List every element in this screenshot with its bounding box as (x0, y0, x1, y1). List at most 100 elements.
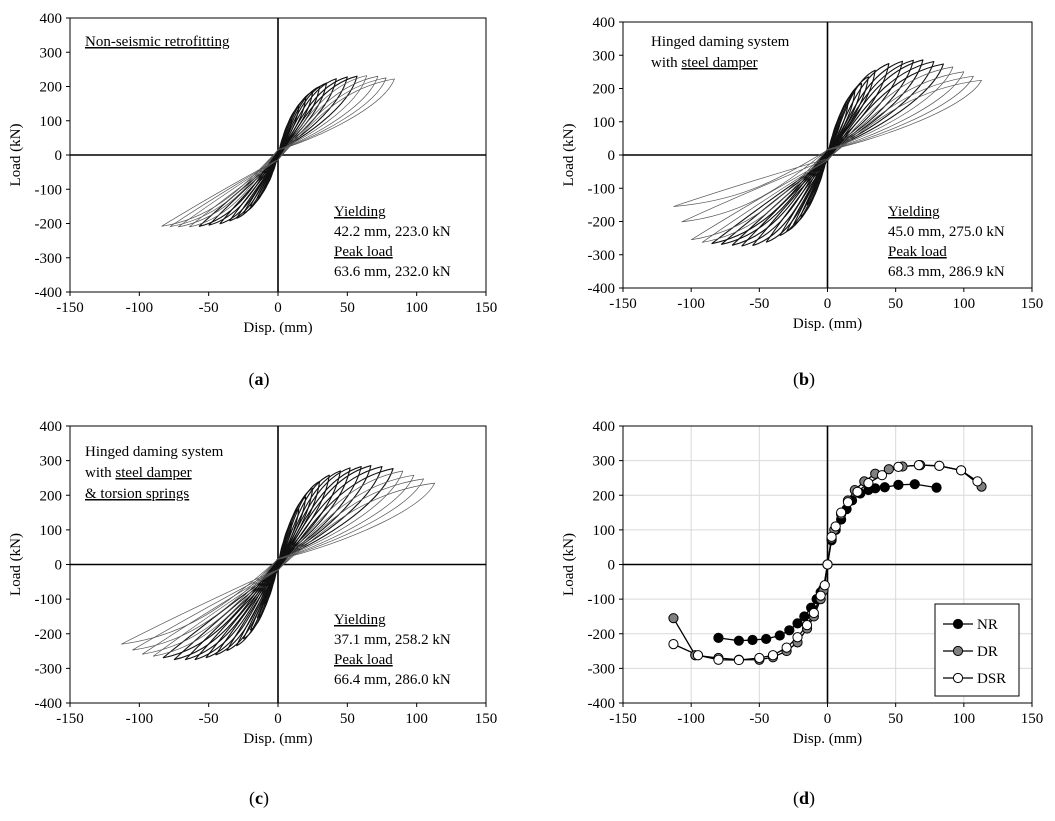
series-line-dr (826, 464, 982, 565)
panel-b-y-tick-label: -100 (588, 181, 616, 197)
panel-c-hysteresis-loop (184, 464, 372, 661)
series-point-dsr (808, 607, 819, 619)
panel-a-x-tick-label: 50 (340, 300, 355, 316)
panel-b-x-tick-label: -50 (749, 296, 769, 312)
legend-label-nr: NR (977, 617, 998, 633)
series-point-nr (799, 611, 810, 622)
panel-c-hysteresis-loop (152, 470, 404, 657)
panel-b-x-tick-label: -100 (677, 296, 705, 312)
panel-d-x-tick-label: 0 (824, 711, 832, 727)
legend-marker-nr (952, 618, 964, 630)
panel-a-y-tick-label: 0 (55, 148, 63, 164)
panel-b-y-tick-label: 100 (593, 115, 616, 131)
panel-b-hysteresis-loop (690, 71, 965, 241)
panel-b-hysteresis-loop (779, 69, 876, 237)
panel-a-yield-value: 42.2 mm, 223.0 kN (334, 224, 451, 240)
panel-b-title-line2: with steel damper (651, 55, 758, 71)
panel-b-title-line1: Hinged daming system (651, 34, 790, 50)
panel-b-hysteresis-loop (765, 63, 890, 243)
panel-a-hysteresis-loop (198, 75, 358, 227)
panel-c-title-line3: & torsion springs (85, 486, 189, 502)
panel-c-annotations: Yielding 37.1 mm, 258.2 kN Peak load 66.… (334, 612, 451, 688)
panel-a-peak-value: 63.6 mm, 232.0 kN (334, 264, 451, 280)
panel-b-hysteresis-loop (731, 59, 924, 246)
series-point-dsr (781, 642, 792, 653)
panel-a-x-tick-label: -150 (56, 300, 84, 316)
panel-d-x-tick-label: 50 (888, 711, 903, 727)
panel-b-x-tick-label: -150 (609, 296, 637, 312)
panel-a-hysteresis-loop (219, 78, 337, 225)
series-point-dsr (852, 486, 863, 497)
panel-a-hysteresis-loop (189, 75, 368, 228)
panel-a-y-tick-label: 300 (40, 45, 63, 61)
series-point-dr (668, 613, 679, 624)
panel-c-title-line1: Hinged daming system (85, 444, 224, 460)
panel-c-hysteresis-loop (141, 474, 415, 655)
panel-c-x-tick-label: 50 (340, 711, 355, 727)
panel-b-hysteresis-loop (701, 66, 954, 243)
panel-b: -150 -100 -50 0 50 100 150 -400 -300 -200 -100 0 100… (561, 15, 1043, 390)
panel-d-x-tick-label: -100 (677, 711, 705, 727)
panel-c-x-tick-label: -50 (199, 711, 219, 727)
panel-a-x-tick-label: 100 (405, 300, 428, 316)
panel-c-y-tick-label: 100 (40, 523, 63, 539)
panel-b-y-tick-label: 200 (593, 82, 616, 98)
series-point-dsr (842, 497, 854, 508)
panel-a-y-tick-label: 400 (40, 11, 63, 27)
series-point-nr (713, 632, 724, 644)
series-point-dsr (801, 619, 813, 631)
series-point-dsr (792, 632, 803, 643)
panel-c-x-tick-label: 0 (274, 711, 282, 727)
panel-b-y-tick-label: 0 (608, 148, 616, 164)
panel-c-yield-label: Yielding (334, 612, 386, 628)
series-line-nr (826, 483, 937, 565)
panel-d-x-tick-label: 100 (953, 711, 976, 727)
panel-a-x-tick-label: 150 (475, 300, 498, 316)
panel-c-x-tick-label: -100 (126, 711, 154, 727)
panel-b-y-tick-label: 300 (593, 48, 616, 64)
panel-c-y-tick-label: 300 (40, 454, 63, 470)
panel-b-x-axis-label: Disp. (mm) (793, 316, 862, 332)
series-point-dsr (934, 460, 945, 471)
panel-b-yield-label: Yielding (888, 204, 940, 220)
legend-label-dsr: DSR (977, 671, 1006, 687)
panel-b-hysteresis-loop (681, 75, 974, 223)
panel-b-title: Hinged daming system with steel damper (651, 34, 790, 71)
panel-c-y-tick-label: 400 (40, 419, 63, 435)
panel-b-x-tick-label: 50 (888, 296, 903, 312)
panel-c-x-tick-label: 100 (405, 711, 428, 727)
panel-c-hysteresis-loop (194, 466, 362, 661)
series-point-dsr (767, 650, 779, 661)
panel-b-y-tick-label: 400 (593, 15, 616, 31)
panel-d-x-tick-label: 150 (1021, 711, 1044, 727)
panel-b-caption: (b) (793, 369, 815, 390)
panel-d-caption: (d) (793, 788, 815, 809)
panel-c-hysteresis-loop (121, 482, 436, 645)
panel-c-title-line2: with steel damper (85, 465, 192, 481)
panel-b-yield-value: 45.0 mm, 275.0 kN (888, 224, 1005, 240)
panel-d-y-axis-label: Load (kN) (561, 533, 577, 596)
series-point-dr (883, 464, 894, 475)
panel-d-legend: NR DR DSR (934, 603, 1020, 697)
series-point-nr (774, 630, 785, 641)
panel-a-x-tick-label: -50 (199, 300, 219, 316)
panel-a-hysteresis-loop (208, 76, 348, 226)
panel-c-y-tick-label: -300 (35, 661, 63, 677)
panel-c-caption: (c) (249, 788, 269, 809)
panel-d-y-tick-label: 200 (593, 488, 616, 504)
series-point-dsr (836, 507, 847, 518)
panel-b-peak-label: Peak load (888, 244, 947, 260)
series-point-dsr (822, 559, 833, 570)
series-point-dsr (956, 465, 967, 476)
panel-b-x-tick-label: 100 (953, 296, 976, 312)
series-point-nr (747, 634, 758, 646)
panel-a-title: Non-seismic retrofitting (85, 34, 230, 50)
panel-d-y-tick-label: 0 (608, 558, 616, 574)
panel-a-y-axis-label: Load (kN) (8, 124, 24, 187)
panel-c-x-tick-label: -150 (56, 711, 84, 727)
panel-c-hysteresis-loop (162, 468, 394, 659)
panel-a-y-tick-label: -100 (35, 182, 63, 198)
panel-a-y-tick-label: -200 (35, 217, 63, 233)
panel-d-y-tick-label: -200 (588, 627, 616, 643)
series-point-dsr (863, 478, 874, 489)
